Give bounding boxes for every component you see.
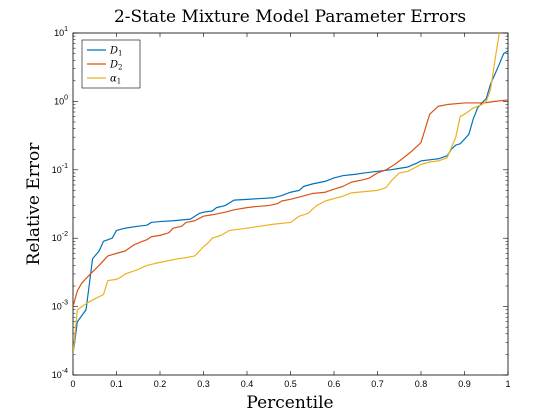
legend-label-3: α1 (110, 74, 121, 86)
x-tick-label: 0.3 (197, 379, 210, 389)
y-tick-label: 101 (54, 26, 68, 38)
x-axis-ticks: 0 0.1 0.2 0.3 0.4 0.5 0.6 0.7 0.8 0.9 1 (70, 33, 511, 389)
x-tick-label: 0.8 (415, 379, 428, 389)
plot-area (72, 32, 509, 376)
x-tick-label: 0.6 (328, 379, 341, 389)
x-tick-label: 0.9 (458, 379, 471, 389)
series-line-1 (73, 50, 508, 355)
x-tick-label: 0.2 (154, 379, 167, 389)
legend-label-2: D2 (109, 60, 123, 72)
x-tick-label: 0.7 (371, 379, 384, 389)
y-axis-ticks: 10-4 10-3 10-2 10-1 100 101 (52, 26, 508, 380)
y-tick-label: 100 (54, 94, 68, 106)
y-tick-label: 10-3 (52, 300, 68, 312)
series-lines (73, 33, 508, 355)
series-line-3 (73, 33, 500, 355)
chart-title: 2-State Mixture Model Parameter Errors (114, 7, 466, 27)
legend: D1 D2 α1 (81, 39, 141, 89)
y-tick-label: 10-4 (52, 368, 68, 380)
x-axis-label: Percentile (246, 393, 333, 413)
x-tick-label: 0 (70, 379, 75, 389)
y-tick-label: 10-2 (52, 231, 68, 243)
y-axis-label: Relative Error (24, 142, 44, 266)
x-tick-label: 0.5 (284, 379, 297, 389)
x-tick-label: 0.4 (241, 379, 254, 389)
y-tick-label: 10-1 (52, 163, 68, 175)
x-tick-label: 1 (505, 379, 510, 389)
x-tick-label: 0.1 (110, 379, 123, 389)
legend-label-1: D1 (109, 46, 123, 58)
series-line-2 (73, 99, 508, 307)
